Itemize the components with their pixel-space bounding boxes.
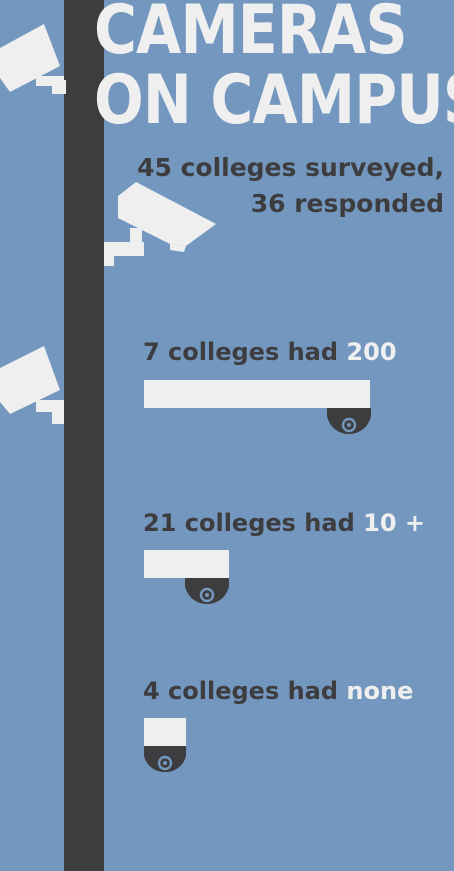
dome-camera-icon — [185, 578, 229, 605]
camera-pole — [64, 0, 104, 871]
survey-summary: 45 colleges surveyed, 36 responded — [124, 150, 444, 222]
page-title: CAMERAS ON CAMPUS — [94, 0, 454, 136]
security-camera-icon — [0, 346, 64, 424]
subtitle-line-2: 36 responded — [250, 189, 444, 218]
stat-3-highlight: none — [346, 677, 414, 705]
stat-1-bar — [144, 380, 370, 408]
stat-1-prefix: 7 colleges had — [143, 338, 347, 366]
stat-1-label: 7 colleges had 200 — [143, 338, 397, 366]
title-line-2: ON CAMPUS — [94, 61, 454, 140]
stat-2-prefix: 21 colleges had — [143, 509, 364, 537]
dome-camera-icon — [144, 746, 186, 773]
stat-2-label: 21 colleges had 10 + — [143, 509, 425, 537]
stat-1-highlight: 200 — [346, 338, 397, 366]
stat-2-bar — [144, 550, 229, 578]
stat-3-prefix: 4 colleges had — [143, 677, 347, 705]
subtitle-line-1: 45 colleges surveyed, — [137, 153, 444, 182]
dome-camera-icon — [327, 408, 371, 435]
stat-3-bar — [144, 718, 186, 746]
security-camera-icon — [0, 24, 66, 94]
title-line-1: CAMERAS — [94, 0, 408, 70]
security-camera-icon — [104, 182, 216, 266]
stat-2-highlight: 10 + — [363, 509, 425, 537]
stat-3-label: 4 colleges had none — [143, 677, 413, 705]
